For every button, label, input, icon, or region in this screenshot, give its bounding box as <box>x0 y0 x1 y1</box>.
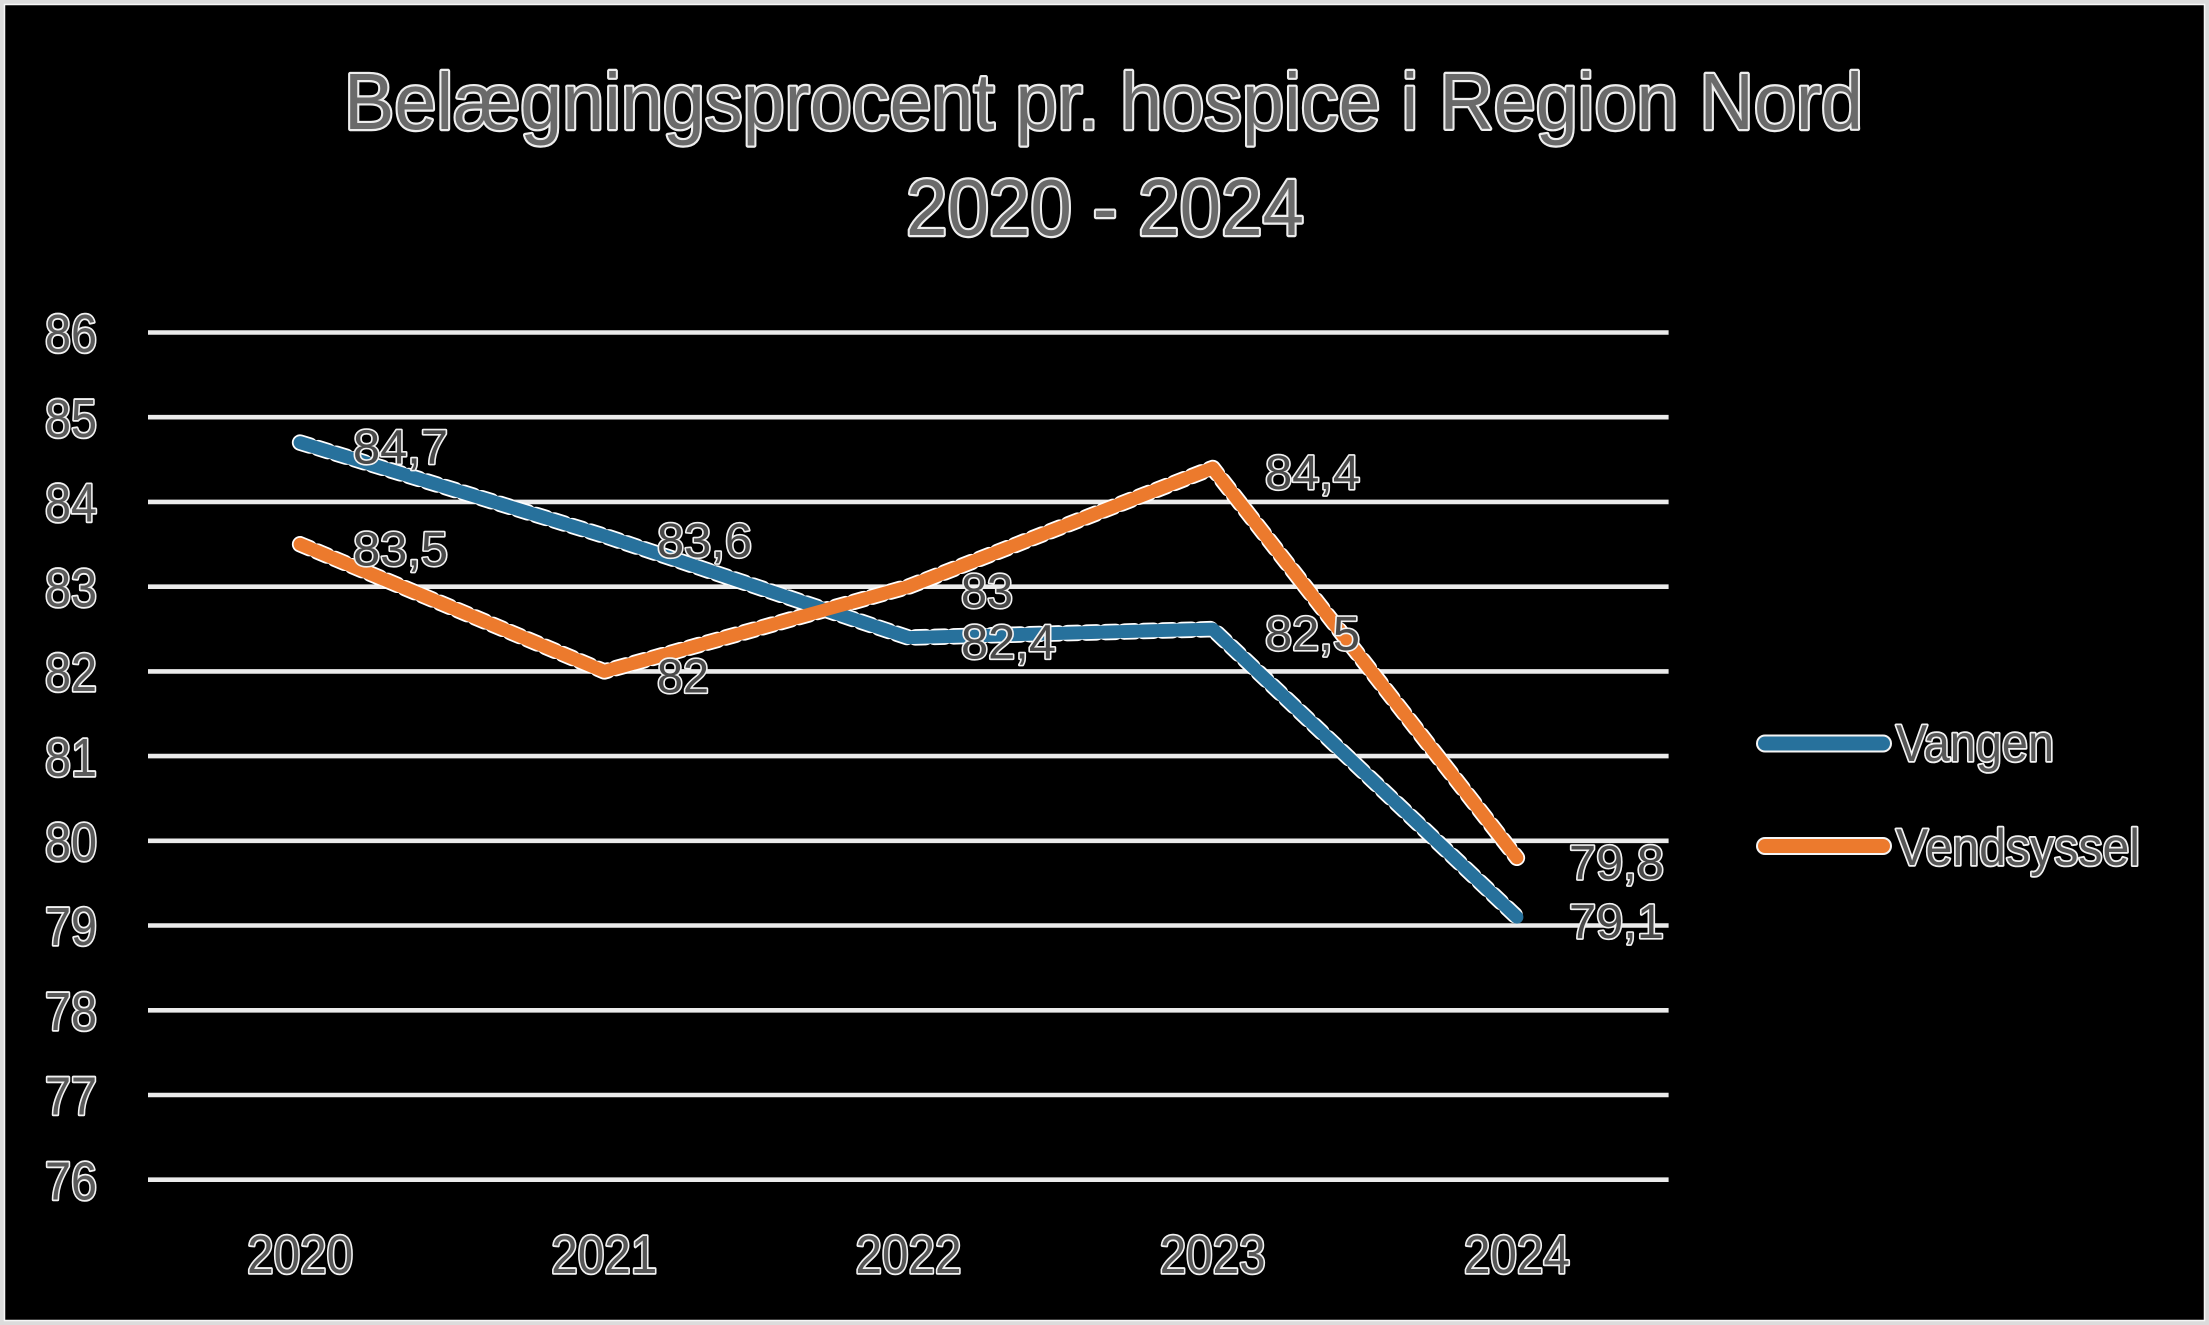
svg-text:2020: 2020 <box>247 1225 353 1285</box>
svg-text:81: 81 <box>45 728 97 788</box>
svg-text:80: 80 <box>45 813 97 873</box>
svg-text:83: 83 <box>45 558 97 618</box>
svg-text:86: 86 <box>45 304 97 364</box>
svg-text:79,1: 79,1 <box>1569 896 1664 949</box>
svg-text:Vangen: Vangen <box>1896 715 2054 773</box>
svg-text:77: 77 <box>45 1067 97 1127</box>
svg-text:83,5: 83,5 <box>353 523 448 576</box>
svg-text:2021: 2021 <box>551 1225 657 1285</box>
svg-text:82: 82 <box>657 650 709 703</box>
svg-text:84: 84 <box>45 474 97 534</box>
svg-text:83,6: 83,6 <box>657 515 752 568</box>
svg-text:2023: 2023 <box>1160 1225 1266 1285</box>
svg-text:2020 - 2024: 2020 - 2024 <box>906 163 1304 252</box>
svg-text:82,5: 82,5 <box>1265 608 1360 661</box>
svg-text:84,7: 84,7 <box>353 422 448 475</box>
svg-text:82: 82 <box>45 643 97 703</box>
svg-text:Vendsyssel: Vendsyssel <box>1896 819 2140 877</box>
svg-text:84,4: 84,4 <box>1265 447 1360 500</box>
svg-text:82,4: 82,4 <box>961 617 1056 670</box>
svg-text:79,8: 79,8 <box>1569 837 1664 890</box>
svg-text:2024: 2024 <box>1464 1225 1570 1285</box>
svg-text:78: 78 <box>45 982 97 1042</box>
svg-text:2022: 2022 <box>856 1225 962 1285</box>
svg-text:79: 79 <box>45 897 97 957</box>
svg-text:Belægningsprocent pr. hospice: Belægningsprocent pr. hospice i Region N… <box>344 57 1863 146</box>
svg-text:76: 76 <box>45 1151 97 1211</box>
svg-text:85: 85 <box>45 389 97 449</box>
svg-text:83: 83 <box>961 566 1013 619</box>
